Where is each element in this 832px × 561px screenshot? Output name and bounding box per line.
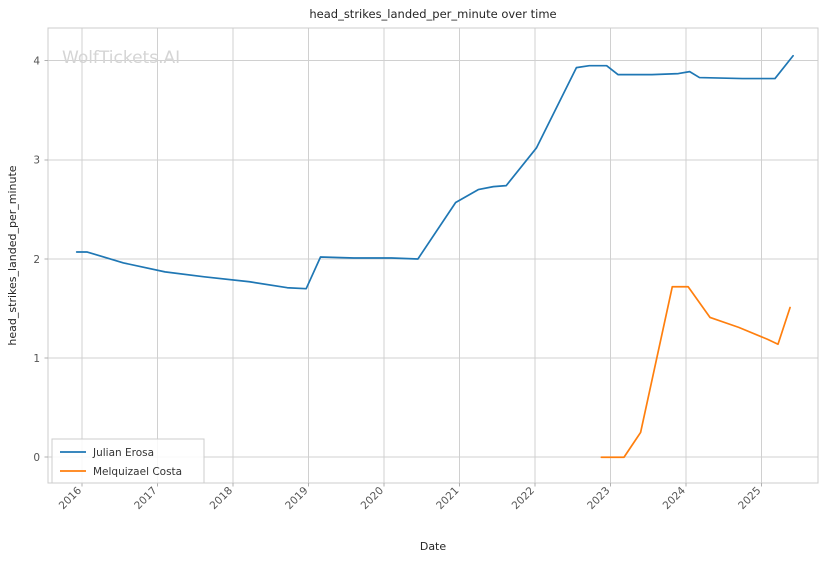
- plot-area-border: [47, 27, 819, 484]
- series-line-1: [600, 285, 791, 459]
- grid-layer: [48, 28, 818, 483]
- series-line-0: [75, 54, 794, 290]
- legend-label-1: Melquizael Costa: [93, 466, 182, 478]
- y-tick-label: 2: [33, 254, 40, 266]
- y-tick-label: 0: [33, 452, 40, 464]
- chart-legend[interactable]: Julian Erosa Melquizael Costa: [51, 438, 205, 484]
- legend-background: [51, 438, 205, 484]
- y-tick-labels: 0 1 2 3 4: [33, 56, 48, 464]
- y-tick-label: 4: [33, 56, 40, 68]
- y-tick-label: 1: [33, 353, 40, 365]
- watermark-label: WolfTickets.AI: [62, 48, 180, 68]
- y-axis-label: head_strikes_landed_per_minute: [6, 165, 19, 345]
- legend-label-0: Julian Erosa: [92, 447, 154, 459]
- x-axis-label: Date: [420, 540, 447, 553]
- series-layer: [75, 54, 794, 459]
- chart-title: head_strikes_landed_per_minute over time: [309, 7, 556, 21]
- y-tick-label: 3: [33, 155, 40, 167]
